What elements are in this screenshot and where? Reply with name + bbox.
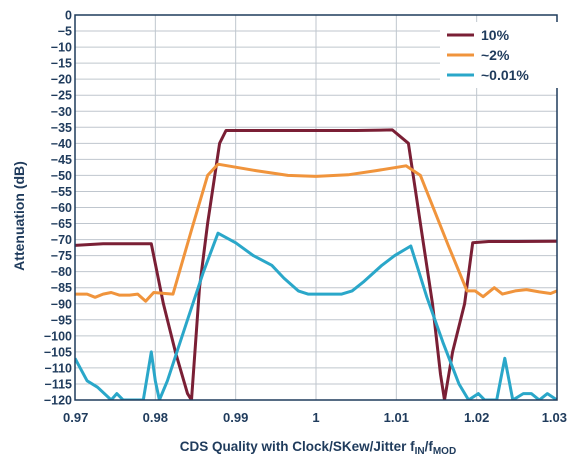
y-tick-label: −15 [51,57,72,71]
x-axis-label: CDS Quality with Clock/SKew/Jitter fIN/f… [180,439,456,456]
y-tick-label: −55 [51,185,72,199]
y-tick-label: −25 [51,89,72,103]
y-tick-label: −65 [51,217,72,231]
y-tick-label: −10 [51,41,72,55]
x-tick-label: 1.02 [464,410,489,425]
y-tick-label: −110 [45,361,73,375]
x-axis-label-sub-mod: MOD [433,446,456,456]
y-tick-label: −100 [44,329,72,343]
y-tick-labels: 0 −5 −10 −15 −20 −25 −30 −35 −40 −45 −50 −55 −60 −65 −… [44,9,72,408]
y-axis-label: Attenuation (dB) [11,161,27,271]
y-tick-label: −45 [51,153,72,167]
y-tick-label: −105 [44,345,72,359]
x-tick-label: 0.98 [143,410,168,425]
legend-label-001pct: ~0.01% [481,67,529,83]
x-tick-label: 1.03 [542,410,567,425]
y-tick-label: −120 [44,394,72,408]
y-tick-label: −80 [51,265,72,279]
legend-label-2pct: ~2% [481,47,510,63]
y-tick-label: −60 [51,201,72,215]
y-tick-label: −85 [51,281,72,295]
y-tick-label: −35 [51,121,72,135]
y-tick-label: −115 [45,377,73,391]
y-tick-label: 0 [65,9,72,23]
y-tick-label: −5 [58,25,72,39]
x-axis-label-sub-in: IN [415,446,425,456]
y-tick-label: −70 [51,233,72,247]
x-tick-label: 1.01 [384,410,409,425]
legend: 10% ~2% ~0.01% [440,22,558,88]
y-tick-label: −40 [51,137,72,151]
y-tick-label: −95 [51,313,72,327]
x-tick-label: 1 [312,410,319,425]
y-tick-label: −75 [51,249,72,263]
x-tick-label: 0.99 [223,410,248,425]
y-tick-label: −50 [51,169,72,183]
x-tick-label: 0.97 [63,410,88,425]
y-tick-label: −20 [51,73,72,87]
legend-label-10pct: 10% [481,27,510,43]
x-axis-label-main: CDS Quality with Clock/SKew/Jitter f [180,439,415,454]
x-tick-labels: 0.97 0.98 0.99 1 1.01 1.02 1.03 [63,410,567,425]
y-tick-label: −90 [51,297,72,311]
y-tick-label: −30 [51,105,72,119]
